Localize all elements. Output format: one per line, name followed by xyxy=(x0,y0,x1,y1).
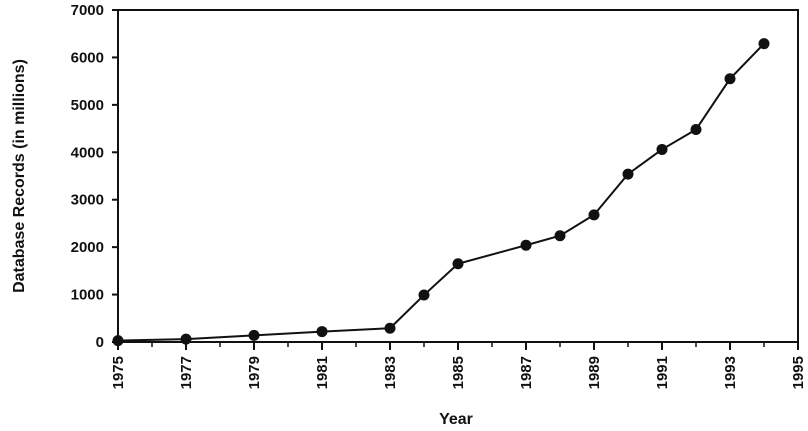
y-axis: 0 1000 2000 3000 4000 5000 6000 7000 xyxy=(71,2,118,351)
x-tick-label: 1983 xyxy=(382,356,399,389)
x-tick-label: 1981 xyxy=(314,356,331,389)
data-point xyxy=(588,209,600,221)
data-point xyxy=(316,326,328,338)
y-tick-label: 1000 xyxy=(71,287,104,304)
x-tick-label: 1975 xyxy=(110,356,127,389)
y-tick-label: 5000 xyxy=(71,97,104,114)
y-axis-title: Database Records (in millions) xyxy=(11,59,28,293)
x-tick-label: 1991 xyxy=(654,356,671,389)
y-tick-label: 3000 xyxy=(71,192,104,209)
plot-frame xyxy=(117,9,799,343)
x-axis: 1975 1977 1979 1981 1983 1985 1987 1989 1991 1993… xyxy=(110,342,807,389)
data-point xyxy=(758,38,770,50)
data-point xyxy=(180,333,192,345)
x-tick-label: 1993 xyxy=(722,356,739,389)
x-tick-label: 1987 xyxy=(518,356,535,389)
y-tick-label: 6000 xyxy=(71,49,104,66)
x-tick-label: 1989 xyxy=(586,356,603,389)
x-tick-label: 1979 xyxy=(246,356,263,389)
series-layer xyxy=(112,38,770,347)
data-point xyxy=(248,329,260,341)
data-point xyxy=(520,239,532,251)
data-point xyxy=(554,230,566,242)
y-tick-label: 4000 xyxy=(71,144,104,161)
data-point xyxy=(112,335,124,347)
data-point xyxy=(452,258,464,270)
series-line xyxy=(117,42,765,342)
data-point xyxy=(384,322,396,334)
y-tick-label: 7000 xyxy=(71,2,104,19)
data-point xyxy=(622,168,634,180)
data-point xyxy=(690,124,702,136)
data-point xyxy=(724,73,736,85)
y-tick-label: 0 xyxy=(96,334,104,351)
x-tick-label: 1977 xyxy=(178,356,195,389)
data-point xyxy=(418,289,430,301)
y-tick-label: 2000 xyxy=(71,239,104,256)
x-tick-label: 1995 xyxy=(790,356,807,389)
data-point xyxy=(656,143,668,155)
x-axis-title: Year xyxy=(439,411,473,428)
x-tick-label: 1985 xyxy=(450,356,467,389)
